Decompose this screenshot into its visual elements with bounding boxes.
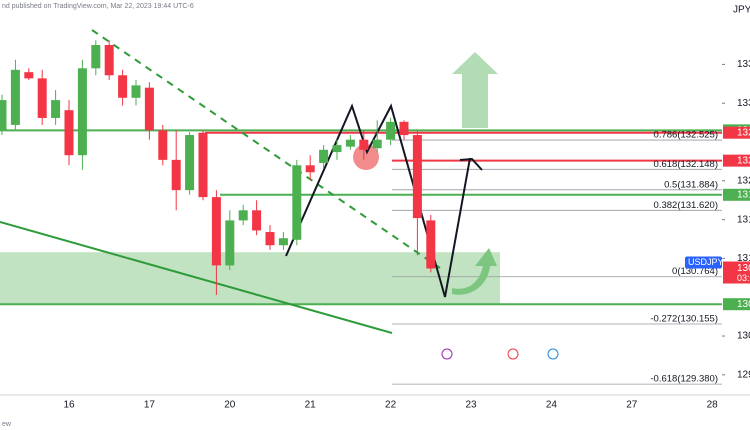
fib-label: 0.382(131.620) — [654, 200, 718, 211]
level-tag-label: 132 — [737, 127, 750, 138]
level-tag — [723, 154, 750, 167]
candle-body — [185, 135, 195, 191]
event-icon — [507, 348, 519, 360]
fib-label: 0.786(132.525) — [654, 130, 718, 141]
y-tick-label: 129 — [737, 369, 750, 380]
up-arrow — [452, 52, 498, 128]
price-tag — [723, 261, 750, 284]
fib-label: 0(130.764) — [672, 266, 718, 277]
candle-body — [225, 220, 235, 266]
x-tick-label: 23 — [465, 400, 477, 411]
arrow-head — [459, 157, 483, 171]
candle-body — [64, 110, 74, 156]
x-tick-label: 27 — [626, 400, 638, 411]
candle-body — [345, 139, 355, 147]
x-tick-label: 20 — [224, 400, 236, 411]
curved-arrow — [452, 248, 497, 295]
level-tag — [723, 188, 750, 201]
y-tick-label: 133 — [737, 59, 750, 70]
zone — [0, 252, 500, 305]
plot — [0, 40, 436, 295]
candle-body — [386, 121, 396, 140]
fib-label: 0.5(131.884) — [664, 179, 718, 190]
fib-label: -0.618(129.380) — [650, 374, 718, 385]
candle-body — [77, 68, 87, 156]
candle-body — [319, 149, 329, 163]
y-tick-label: 131 — [737, 253, 750, 264]
level-tag — [723, 298, 750, 311]
candle-body — [211, 197, 221, 266]
event-icon — [547, 348, 559, 360]
x-tick-label: 21 — [305, 400, 317, 411]
price-tag-label: 130 — [737, 263, 750, 274]
candle-body — [198, 132, 208, 198]
marker — [353, 144, 379, 170]
x-tick-label: 24 — [546, 400, 558, 411]
x-tick-label: 17 — [144, 400, 156, 411]
candle-body — [0, 100, 7, 131]
event-icon — [441, 348, 453, 360]
countdown: 03: — [737, 273, 750, 283]
candle-body — [332, 145, 342, 153]
zigzag — [285, 103, 471, 298]
symbol-tag — [685, 256, 722, 269]
candle-body — [51, 100, 61, 118]
level-tag-label: 132 — [737, 155, 750, 166]
candle-body — [144, 87, 154, 131]
level-tag — [723, 126, 750, 139]
trend-line — [0, 221, 393, 334]
x-tick-label: 28 — [707, 400, 719, 411]
currency: JPY — [733, 5, 750, 16]
symbol-label: USDJPY — [688, 257, 724, 267]
y-tick-label: 133 — [737, 98, 750, 109]
drawings-under: 0.786(132.525) 0.618(132.148) 0.5(131.884)… — [0, 129, 722, 385]
candle-body — [10, 69, 20, 125]
candle-body — [412, 135, 422, 219]
candle-body — [252, 210, 262, 231]
candle-body — [238, 210, 248, 221]
candle-body — [131, 85, 141, 98]
level-tag-label: 131 — [737, 189, 750, 200]
candle-body — [158, 130, 168, 160]
candle-body — [359, 139, 369, 150]
candle-body — [91, 45, 101, 69]
publisher: nd published on TradingView.com, Mar 22,… — [2, 3, 194, 10]
candle-body — [399, 121, 409, 136]
drawings — [0, 29, 559, 360]
candle-body — [292, 165, 302, 240]
x-tick-label: 22 — [385, 400, 397, 411]
footer: ew — [2, 421, 12, 428]
level-tag-label: 130 — [737, 299, 750, 310]
candle-body — [278, 238, 288, 246]
y-tick-label: 130 — [737, 331, 750, 342]
candle-body — [372, 139, 382, 149]
trend-line-dashed — [91, 29, 441, 269]
y-tick-label: 132 — [737, 175, 750, 186]
candle-body — [265, 232, 275, 246]
fib-label: 0.618(132.148) — [654, 159, 718, 170]
candle-body — [426, 220, 436, 269]
candle-body — [305, 165, 315, 173]
fib-label: -0.272(130.155) — [650, 314, 718, 325]
candle-body — [104, 45, 114, 76]
candle-body — [24, 72, 34, 79]
candle-body — [37, 78, 47, 118]
candle-body — [118, 75, 128, 98]
x-tick-label: 16 — [63, 400, 75, 411]
candle-body — [171, 159, 181, 191]
y-tick-label: 131 — [737, 214, 750, 225]
